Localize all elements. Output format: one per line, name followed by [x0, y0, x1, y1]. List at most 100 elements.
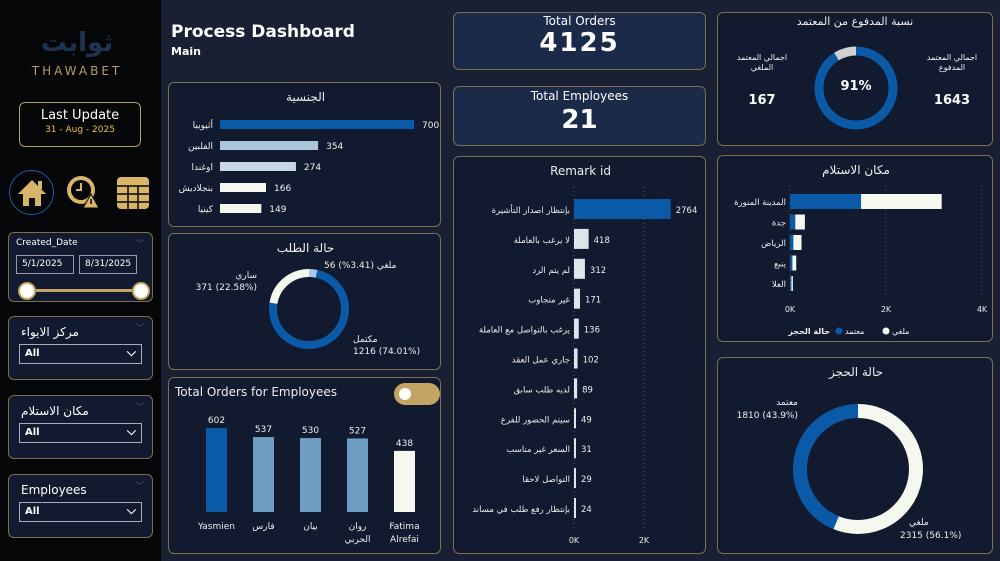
pickup-place-slicer[interactable]: مكان الاستلام ﹀ All ⌵ — [8, 395, 153, 459]
employees-slicer[interactable]: Employees ﹀ All ⌵ — [8, 474, 153, 538]
employees-orders-chart: Total Orders for Employees 602 Yasmien 537 ف… — [174, 385, 420, 545]
end-date-input[interactable]: 8/31/2025 — [79, 255, 137, 274]
data-label: 700 — [422, 121, 439, 131]
nav-alerts-button[interactable] — [66, 174, 100, 209]
date-slicer[interactable]: Created_Date ﹀ 5/1/2025 8/31/2025 — [8, 232, 153, 302]
slice-label: 56 ملغي (3.41%) — [324, 261, 397, 271]
housing-center-dropdown[interactable]: All ⌵ — [19, 344, 142, 364]
bar — [574, 408, 576, 429]
axis-tick: 2K — [639, 536, 650, 545]
bar-segment — [790, 235, 794, 250]
range-handle-end[interactable] — [132, 282, 150, 300]
category-label: Yasmien — [197, 522, 235, 532]
data-label: 602 — [208, 416, 225, 426]
housing-center-slicer[interactable]: مركز الايواء ﹀ All ⌵ — [8, 316, 153, 380]
legend-label: ملغي — [892, 327, 909, 336]
bar — [220, 183, 267, 192]
bar — [574, 438, 576, 459]
nav-table-button[interactable] — [117, 177, 149, 209]
data-label: 149 — [269, 205, 286, 215]
chart-title: Remark id — [550, 164, 611, 178]
category-label: أثيوبيا — [193, 119, 213, 131]
category-label: الرياض — [761, 239, 786, 249]
bar — [574, 348, 578, 369]
page-title: Process Dashboard — [171, 22, 355, 42]
category-label-line2: الحربي — [344, 535, 370, 545]
data-label: 537 — [255, 425, 272, 435]
data-label: 31 — [581, 445, 592, 455]
cancelled-approved-value: 167 — [748, 93, 776, 108]
bar — [394, 450, 415, 512]
slice-label: 1810 (43.9%) — [737, 411, 798, 421]
slice-name: مكتمل — [353, 335, 378, 345]
chevron-down-icon: ﹀ — [134, 324, 144, 334]
pickup-place-dropdown[interactable]: All ⌵ — [19, 423, 142, 443]
logo-arabic: ثوابت — [40, 28, 114, 58]
legend-marker — [882, 327, 890, 335]
category-label: Fatima — [389, 522, 419, 532]
employees-orders-panel: Total Orders for Employees 602 Yasmien 537 ف… — [168, 377, 441, 554]
data-label: 166 — [274, 184, 291, 194]
bar-segment — [790, 194, 862, 209]
kpi-value: 21 — [561, 105, 598, 135]
bar-segment — [793, 235, 802, 250]
chart-title: Total Orders for Employees — [174, 385, 337, 399]
bar-segment — [790, 276, 792, 291]
data-label: 2764 — [676, 206, 698, 216]
slice-name: ملغي — [909, 518, 929, 528]
cancelled-approved-label: اجمالي المعتمد الملغي — [736, 53, 788, 72]
paid-ratio-donut — [814, 46, 898, 130]
range-handle-start[interactable] — [18, 282, 36, 300]
logo: ثوابت THAWABET — [22, 28, 132, 88]
nationality-panel: الجنسية أثيوبيا 700 الفلبين 354 اوغندا 274 بنجل… — [168, 82, 441, 227]
category-label: الفلبين — [188, 142, 213, 152]
category-label: يرغب بالتواصل مع العاملة — [479, 326, 571, 336]
data-label: 49 — [581, 415, 592, 425]
category-label: بإنتظار رفع طلب في مساند — [472, 505, 570, 515]
category-label: بنجلاديش — [179, 184, 213, 194]
category-label: غير متجاوب — [528, 296, 570, 306]
kpi-label: Total Employees — [530, 89, 629, 103]
slicer-label: مركز الايواء — [21, 325, 79, 339]
date-slicer-label: Created_Date — [16, 238, 78, 248]
logo-text: THAWABET — [31, 64, 123, 78]
axis-tick: 2K — [881, 305, 892, 314]
bar — [574, 468, 576, 489]
paid-ratio-panel: نسبة المدفوع من المعتمد اجمالي المعتمد ا… — [717, 12, 993, 146]
bar — [220, 120, 414, 129]
category-label: بإنتظار اصدار التأشيرة — [492, 204, 570, 216]
start-date-input[interactable]: 5/1/2025 — [16, 255, 74, 274]
legend-title: حالة الحجز — [787, 327, 830, 336]
paid-approved-label: اجمالي المعتمد المدفوع — [926, 53, 978, 72]
total-orders-card: Total Orders 4125 — [453, 12, 706, 70]
sidebar: ثوابت THAWABET Last Update 31 - Aug - 20… — [0, 0, 158, 561]
category-label: فارس — [252, 522, 274, 532]
category-label: سيتم الحضور للفرع — [501, 415, 570, 425]
category-label: العلا — [772, 280, 786, 290]
chevron-down-icon: ⌵ — [126, 345, 136, 359]
toggle-switch[interactable] — [394, 383, 440, 405]
clock-alert-icon — [67, 176, 100, 209]
booking-status-chart: حالة الحجز ملغي 2315 (56.1%) معتمد 1810 (43.… — [737, 365, 962, 541]
axis-tick: 4K — [977, 305, 988, 314]
axis-tick: 0K — [785, 305, 796, 314]
bar-segment — [861, 194, 942, 209]
employees-dropdown[interactable]: All ⌵ — [19, 502, 142, 522]
slice-label: 1216 (74.01%) — [353, 347, 420, 357]
bar — [220, 141, 319, 150]
chevron-down-icon: ﹀ — [134, 482, 144, 492]
slicer-label: مكان الاستلام — [21, 404, 89, 418]
category-label: السعر غير مناسب — [506, 445, 570, 455]
booking-status-panel: حالة الحجز ملغي 2315 (56.1%) معتمد 1810 (43.… — [717, 357, 993, 554]
slice-label: 2315 (56.1%) — [900, 531, 961, 541]
kpi-value: 4125 — [539, 28, 620, 58]
category-label: المدينة المنورة — [734, 198, 786, 208]
bar — [574, 228, 589, 249]
last-update-label: Last Update — [40, 108, 120, 123]
bar — [220, 204, 262, 213]
data-label: 312 — [590, 266, 606, 276]
nav-home-button[interactable] — [9, 170, 54, 215]
bar — [574, 288, 580, 309]
data-label: 418 — [594, 236, 610, 246]
kpi-label: Total Orders — [543, 14, 616, 28]
